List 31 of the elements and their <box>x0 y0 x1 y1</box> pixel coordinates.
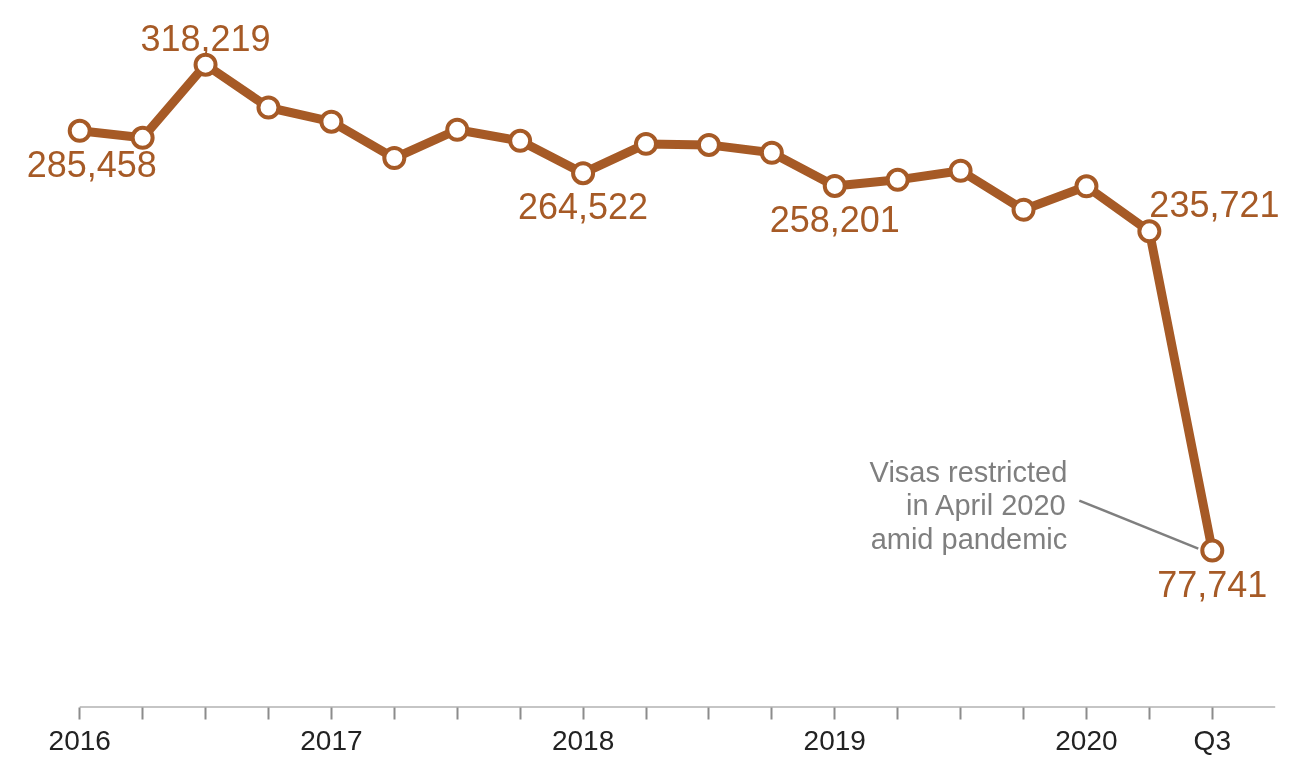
point <box>885 167 910 192</box>
data-label: 318,219 <box>140 17 271 59</box>
data-label: 285,458 <box>26 143 157 185</box>
x-tick-label: 2016 <box>48 724 111 756</box>
point <box>508 128 533 153</box>
point <box>256 95 281 120</box>
point <box>67 118 92 143</box>
point <box>130 125 155 150</box>
data-label: 258,201 <box>769 198 900 240</box>
point <box>696 132 721 157</box>
point <box>948 158 973 183</box>
x-tick-label: 2019 <box>803 724 866 756</box>
data-label: 235,721 <box>1149 184 1280 226</box>
point <box>759 140 784 165</box>
x-tick-label: 2018 <box>551 724 615 756</box>
point <box>193 52 218 77</box>
point <box>634 131 658 156</box>
point <box>1011 197 1036 222</box>
annotation: Visas restricted in April 2020 amid pandemic <box>869 455 1068 555</box>
point <box>571 161 596 186</box>
point <box>319 109 344 134</box>
point <box>1200 538 1225 563</box>
data-label: 77,741 <box>1157 563 1268 605</box>
point <box>822 173 847 198</box>
point <box>1074 174 1099 199</box>
point <box>445 117 470 142</box>
point <box>382 146 407 171</box>
x-tick-label: 2017 <box>300 724 363 756</box>
x-tick-label: 2020 <box>1055 724 1118 756</box>
data-label: 264,522 <box>518 186 649 228</box>
x-tick-label: Q3 <box>1193 724 1231 756</box>
